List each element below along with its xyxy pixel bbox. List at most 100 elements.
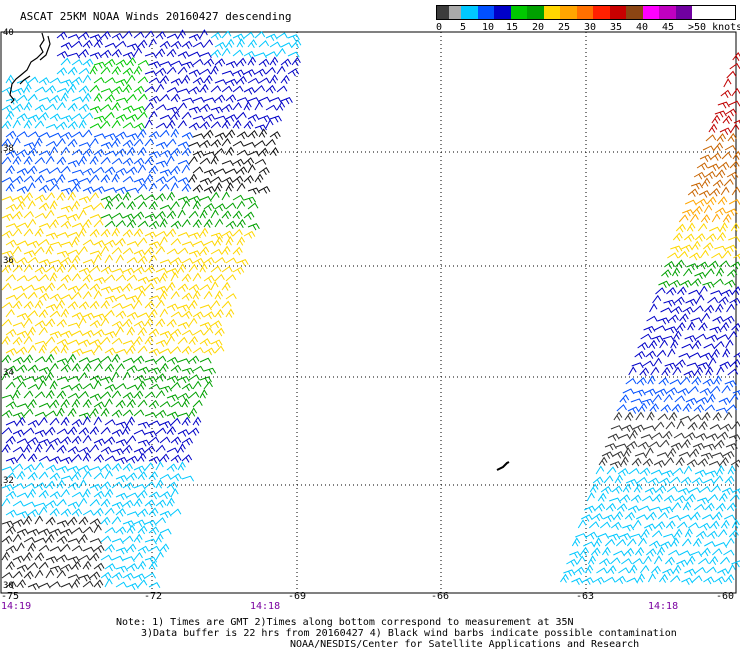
wind-barb xyxy=(700,547,711,557)
wind-barb xyxy=(269,56,279,66)
wind-barb xyxy=(148,95,161,104)
wind-barb xyxy=(67,482,79,491)
wind-barb xyxy=(203,169,216,177)
wind-barb xyxy=(254,101,263,111)
wind-barb xyxy=(660,404,672,413)
wind-barb xyxy=(12,356,25,365)
wind-barb xyxy=(670,575,681,583)
wind-barb xyxy=(126,133,139,141)
wind-barb xyxy=(82,58,94,67)
wind-barb xyxy=(38,274,50,282)
wind-barb xyxy=(159,93,170,102)
wind-barb xyxy=(16,416,26,426)
wind-barb xyxy=(78,142,91,148)
wind-barb xyxy=(247,39,258,49)
wind-barb xyxy=(705,134,717,142)
wind-barb xyxy=(126,187,140,194)
wind-barb xyxy=(236,38,245,48)
wind-barb xyxy=(12,228,23,237)
wind-barb xyxy=(676,559,689,568)
wind-barb xyxy=(104,526,116,534)
wind-barb xyxy=(12,555,25,563)
wind-barb xyxy=(60,256,72,266)
wind-barb xyxy=(100,103,112,111)
wind-barb xyxy=(210,155,219,165)
wind-barb xyxy=(678,451,691,458)
wind-barb xyxy=(606,466,617,475)
wind-barb xyxy=(144,85,156,93)
wind-barb xyxy=(181,147,192,157)
wind-barb xyxy=(122,51,135,60)
wind-barb xyxy=(170,381,181,390)
wind-barb xyxy=(177,461,186,471)
wind-barb xyxy=(49,271,58,282)
wind-barb xyxy=(618,567,630,574)
wind-barb xyxy=(634,546,645,556)
wind-barb xyxy=(122,499,134,508)
wind-barb xyxy=(181,416,191,426)
wind-barb xyxy=(697,497,710,505)
wind-barb xyxy=(690,551,703,557)
wind-barb xyxy=(639,367,650,377)
wind-barb xyxy=(144,335,154,345)
wind-barb xyxy=(695,198,708,207)
wind-barb xyxy=(93,438,106,446)
wind-barb xyxy=(137,276,150,285)
wind-barb xyxy=(269,96,282,103)
wind-barb xyxy=(100,391,112,399)
wind-barb xyxy=(144,462,155,471)
wind-barb xyxy=(133,429,146,436)
wind-barb xyxy=(93,115,107,123)
wind-barb xyxy=(115,565,129,573)
wind-barbs xyxy=(1,29,740,591)
wind-barb xyxy=(265,84,276,94)
wind-barb xyxy=(663,394,673,403)
wind-barb xyxy=(34,482,46,491)
wind-barb xyxy=(199,304,212,311)
wind-barb xyxy=(720,556,731,565)
wind-barb xyxy=(133,47,143,57)
time-label-east: 14:18 xyxy=(648,601,679,612)
wind-barb xyxy=(665,326,678,334)
wind-barb xyxy=(192,200,201,210)
wind-barb xyxy=(621,424,634,432)
wind-barb xyxy=(214,218,224,228)
wind-barb xyxy=(188,33,201,42)
wind-barb xyxy=(716,365,725,376)
wind-barb xyxy=(137,39,148,49)
wind-barb xyxy=(82,470,92,480)
wind-barb xyxy=(724,380,737,388)
wind-barb xyxy=(144,519,157,528)
wind-barb xyxy=(56,535,68,544)
wind-barb xyxy=(148,456,161,464)
wind-barb xyxy=(655,485,667,494)
wind-barb xyxy=(1,104,14,113)
wind-barb xyxy=(702,145,715,152)
wind-barb xyxy=(82,218,92,228)
wind-barb xyxy=(137,421,151,429)
wind-barb xyxy=(729,62,740,70)
wind-barb xyxy=(575,533,588,539)
wind-barb xyxy=(584,564,594,574)
wind-barb xyxy=(71,312,84,320)
wind-barb xyxy=(641,495,654,502)
wind-barb xyxy=(708,357,717,367)
wind-barb xyxy=(23,376,36,382)
wind-barb xyxy=(71,131,84,138)
wind-barb xyxy=(34,391,46,399)
wind-barb xyxy=(717,529,728,538)
wind-barb xyxy=(133,85,145,94)
wind-barb xyxy=(49,565,62,573)
wind-barb xyxy=(78,267,91,276)
wind-barb xyxy=(714,110,727,118)
wind-barb xyxy=(192,329,205,336)
wind-barb xyxy=(728,236,740,242)
wind-barb xyxy=(126,57,137,67)
wind-barb xyxy=(45,103,57,111)
wind-barb xyxy=(724,144,737,151)
wind-barb xyxy=(199,208,208,219)
wind-barb xyxy=(221,138,231,147)
wind-barb xyxy=(115,59,128,68)
wind-barb xyxy=(177,412,190,419)
wind-barb xyxy=(60,220,72,229)
